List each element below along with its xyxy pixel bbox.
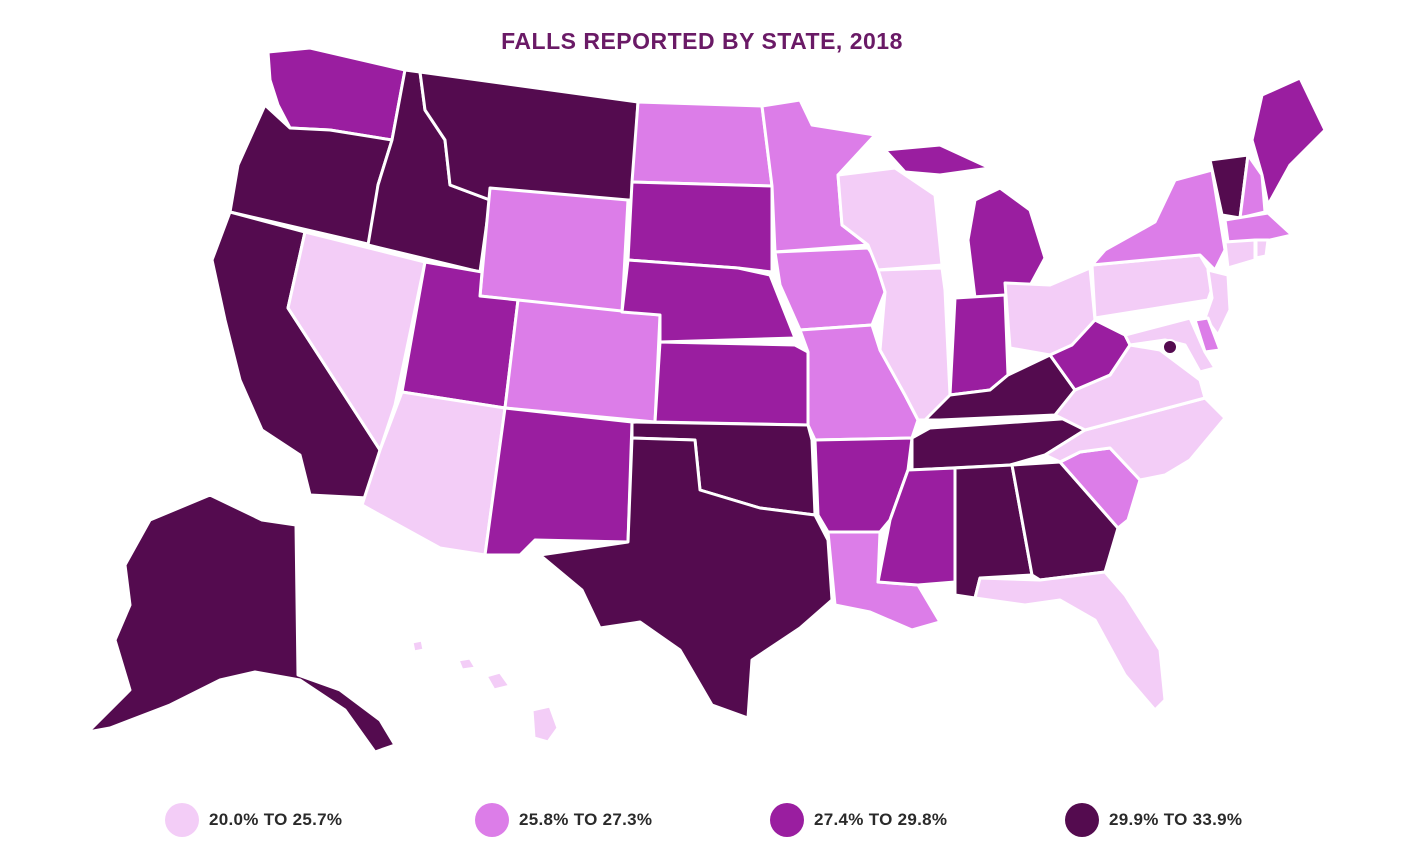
state-south-dakota [626, 180, 774, 274]
legend-swatch [770, 803, 804, 837]
state-new-york [1090, 168, 1227, 272]
state-new-mexico [483, 406, 634, 557]
state-maine [1250, 76, 1327, 207]
map-title: FALLS REPORTED BY STATE, 2018 [501, 28, 903, 54]
state-maryland [1123, 316, 1217, 374]
legend-swatch [475, 803, 509, 837]
state-iowa [773, 246, 887, 332]
legend-item-bin1: 20.0% TO 25.7% [165, 800, 342, 840]
state-missouri [798, 323, 920, 442]
state-indiana [948, 293, 1010, 397]
state-florida [973, 570, 1167, 712]
legend-swatch [1065, 803, 1099, 837]
state-michigan [883, 143, 1047, 300]
state-wyoming [478, 186, 630, 314]
state-louisiana [826, 530, 942, 632]
state-nebraska [620, 258, 797, 344]
legend-swatch [165, 803, 199, 837]
legend: 20.0% TO 25.7% 25.8% TO 27.3% 27.4% TO 2… [0, 800, 1404, 840]
state-massachusetts [1223, 211, 1294, 244]
state-new-jersey [1203, 268, 1232, 337]
legend-item-bin3: 27.4% TO 29.8% [770, 800, 947, 840]
legend-label: 20.0% TO 25.7% [209, 810, 343, 829]
state-colorado [503, 298, 662, 424]
legend-label: 25.8% TO 27.3% [519, 810, 653, 829]
legend-item-bin4: 29.9% TO 33.9% [1065, 800, 1242, 840]
legend-label: 27.4% TO 29.8% [814, 810, 948, 829]
state-north-dakota [630, 100, 774, 188]
state-district-of-columbia [1162, 339, 1178, 355]
state-rhode-island [1254, 238, 1270, 260]
state-kansas [653, 340, 810, 427]
legend-item-bin2: 25.8% TO 27.3% [475, 800, 652, 840]
state-hawaii [410, 638, 560, 744]
legend-label: 29.9% TO 33.9% [1109, 810, 1243, 829]
state-texas [538, 436, 834, 720]
state-connecticut [1223, 238, 1257, 270]
state-alaska [86, 493, 397, 754]
state-montana [418, 70, 640, 202]
